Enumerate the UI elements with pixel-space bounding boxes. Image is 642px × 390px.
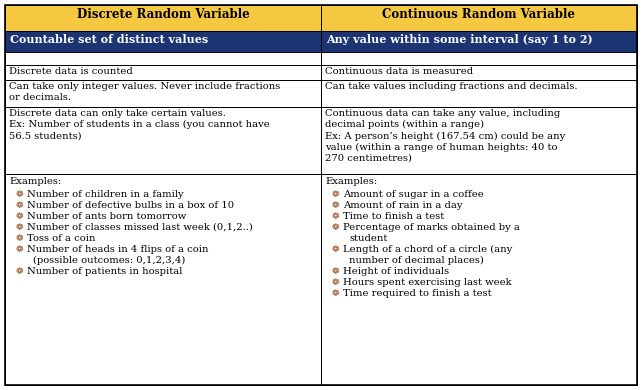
- Text: Height of individuals: Height of individuals: [343, 267, 449, 276]
- Text: Discrete data can only take certain values.
Ex: Number of students in a class (y: Discrete data can only take certain valu…: [9, 109, 270, 140]
- Bar: [321, 65, 637, 80]
- Text: Discrete data is counted: Discrete data is counted: [9, 67, 133, 76]
- Text: ❁: ❁: [15, 223, 22, 232]
- Text: Number of children in a family: Number of children in a family: [27, 190, 184, 199]
- Text: Amount of sugar in a coffee: Amount of sugar in a coffee: [343, 190, 484, 199]
- Bar: [321, 31, 637, 52]
- Text: Number of patients in hospital: Number of patients in hospital: [27, 267, 182, 276]
- Text: ❁: ❁: [15, 212, 22, 221]
- Text: Number of classes missed last week (0,1,2..): Number of classes missed last week (0,1,…: [27, 223, 253, 232]
- Text: Time to finish a test: Time to finish a test: [343, 212, 444, 221]
- Text: ❁: ❁: [15, 234, 22, 243]
- Text: number of decimal places): number of decimal places): [349, 256, 484, 265]
- Text: Continuous data is measured: Continuous data is measured: [325, 67, 473, 76]
- Text: ❁: ❁: [331, 289, 339, 298]
- Text: Hours spent exercising last week: Hours spent exercising last week: [343, 278, 512, 287]
- Text: Examples:: Examples:: [9, 177, 61, 186]
- Text: Number of heads in 4 flips of a coin: Number of heads in 4 flips of a coin: [27, 245, 209, 254]
- Bar: [5, 52, 321, 65]
- Text: Percentage of marks obtained by a: Percentage of marks obtained by a: [343, 223, 520, 232]
- Text: ❁: ❁: [15, 190, 22, 199]
- Bar: [321, 107, 637, 174]
- Bar: [5, 31, 321, 52]
- Text: Length of a chord of a circle (any: Length of a chord of a circle (any: [343, 245, 512, 254]
- Text: Any value within some interval (say 1 to 2): Any value within some interval (say 1 to…: [326, 34, 593, 45]
- Text: Continuous data can take any value, including
decimal points (within a range)
Ex: Continuous data can take any value, incl…: [325, 109, 565, 163]
- Text: student: student: [349, 234, 387, 243]
- Text: ❁: ❁: [331, 201, 339, 210]
- Text: ❁: ❁: [331, 212, 339, 221]
- Bar: [5, 5, 321, 31]
- Text: ❁: ❁: [331, 267, 339, 276]
- Text: Countable set of distinct values: Countable set of distinct values: [10, 34, 208, 45]
- Text: Continuous Random Variable: Continuous Random Variable: [383, 8, 575, 21]
- Text: ❁: ❁: [331, 245, 339, 254]
- Text: (possible outcomes: 0,1,2,3,4): (possible outcomes: 0,1,2,3,4): [33, 256, 186, 265]
- Bar: [321, 80, 637, 107]
- Text: Number of defective bulbs in a box of 10: Number of defective bulbs in a box of 10: [27, 201, 234, 210]
- Bar: [321, 5, 637, 31]
- Text: ❁: ❁: [15, 267, 22, 276]
- Bar: [321, 174, 637, 385]
- Text: Examples:: Examples:: [325, 177, 377, 186]
- Text: ❁: ❁: [15, 245, 22, 254]
- Text: ❁: ❁: [331, 278, 339, 287]
- Text: ❁: ❁: [331, 190, 339, 199]
- Text: Can take values including fractions and decimals.: Can take values including fractions and …: [325, 82, 578, 91]
- Bar: [5, 65, 321, 80]
- Text: Discrete Random Variable: Discrete Random Variable: [76, 8, 249, 21]
- Text: Time required to finish a test: Time required to finish a test: [343, 289, 492, 298]
- Text: Can take only integer values. Never include fractions
or decimals.: Can take only integer values. Never incl…: [9, 82, 281, 102]
- Bar: [5, 107, 321, 174]
- Text: ❁: ❁: [15, 201, 22, 210]
- Text: ❁: ❁: [331, 223, 339, 232]
- Text: Number of ants born tomorrow: Number of ants born tomorrow: [27, 212, 186, 221]
- Bar: [5, 80, 321, 107]
- Text: Amount of rain in a day: Amount of rain in a day: [343, 201, 462, 210]
- Bar: [5, 174, 321, 385]
- Text: Toss of a coin: Toss of a coin: [27, 234, 96, 243]
- Bar: [321, 52, 637, 65]
